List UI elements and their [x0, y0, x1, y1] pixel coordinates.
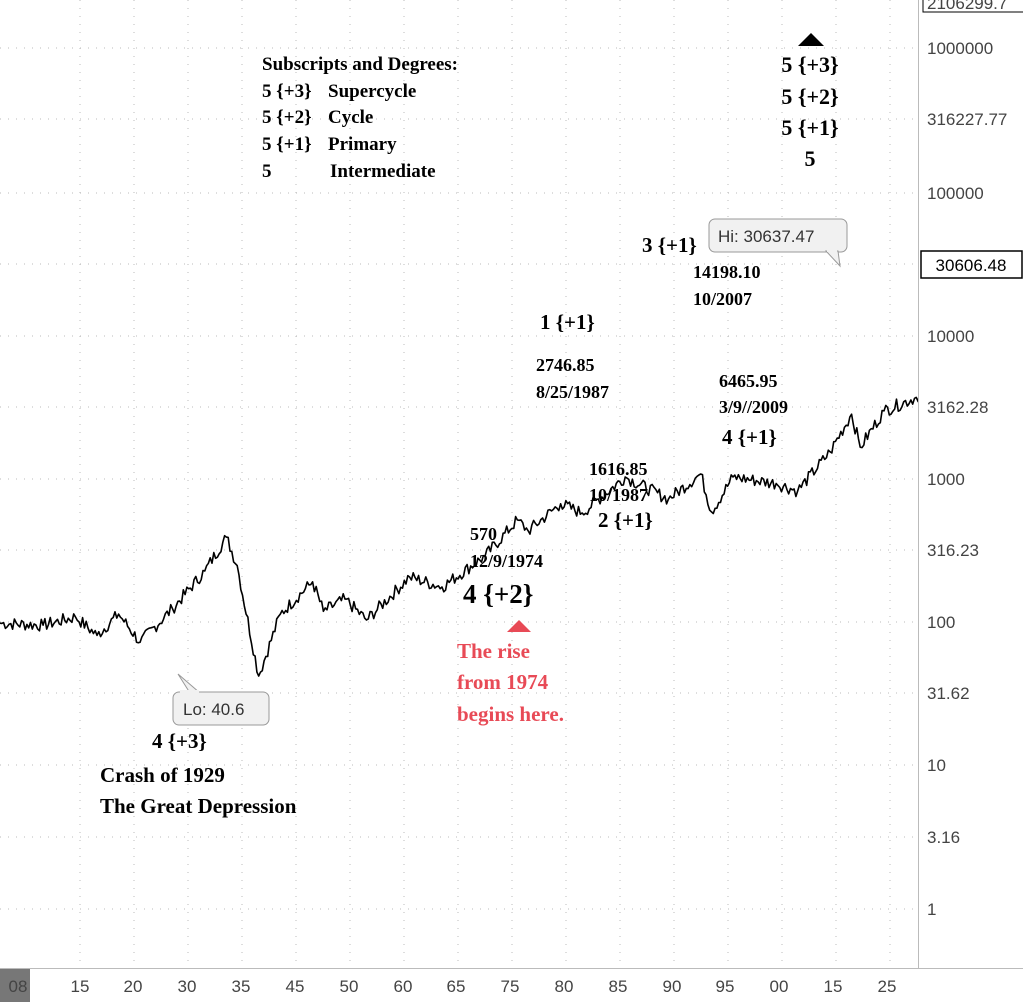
y-tick-label: 10000 [927, 327, 974, 346]
date-1987: 8/25/1987 [536, 382, 609, 402]
x-tick-label: 95 [716, 977, 735, 996]
y-tick-label: 316227.77 [927, 110, 1007, 129]
value-1987: 2746.85 [536, 355, 595, 375]
legend-name-2: Cycle [328, 107, 373, 128]
value-1974: 570 [470, 524, 497, 544]
x-tick-label: 65 [447, 977, 466, 996]
low-callout: Lo: 40.6 [172, 673, 270, 726]
legend-code-2: 5 {+2} [262, 107, 312, 128]
wave-4-supercycle-label: 4 {+3} [152, 729, 207, 753]
y-tick-label: 2106299.7 [927, 0, 1007, 13]
x-tick-label: 15 [71, 977, 90, 996]
time-axis-start-marker [0, 969, 30, 1002]
date-oct-1987: 10/1987 [589, 485, 648, 505]
price-series-line [0, 396, 918, 677]
wave-4-cycle-label: 4 {+2} [463, 579, 533, 609]
target-wave-labels: 5 {+3} 5 {+2} 5 {+1} 5 [781, 33, 839, 171]
y-tick-label: 1 [927, 900, 936, 919]
current-price-marker: 30606.48 [920, 250, 1023, 279]
x-tick-label: 20 [124, 977, 143, 996]
x-tick-label: 60 [394, 977, 413, 996]
x-tick-label: 75 [501, 977, 520, 996]
legend-name-4: Intermediate [330, 161, 436, 182]
x-tick-label: 15 [824, 977, 843, 996]
crash-label-1: Crash of 1929 [100, 763, 225, 787]
top-price-box [922, 0, 1023, 13]
degree-legend: Subscripts and Degrees: 5 {+3} Supercycl… [262, 54, 458, 182]
grid-lines [0, 0, 918, 968]
price-chart: Subscripts and Degrees: 5 {+3} Supercycl… [0, 0, 918, 968]
up-arrow-icon [798, 33, 824, 46]
legend-code-1: 5 {+3} [262, 81, 312, 102]
x-tick-label: 30 [178, 977, 197, 996]
y-tick-label: 3162.28 [927, 398, 988, 417]
rise-note-line-2: from 1974 [457, 670, 549, 694]
high-callout: Hi: 30637.47 [708, 218, 848, 268]
legend-name-3: Primary [328, 134, 397, 155]
x-tick-label: 50 [340, 977, 359, 996]
y-tick-label: 10 [927, 756, 946, 775]
x-tick-label: 45 [286, 977, 305, 996]
y-tick-label: 100000 [927, 184, 984, 203]
wave-4-primary-label: 4 {+1} [722, 425, 777, 449]
legend-title: Subscripts and Degrees: [262, 54, 458, 75]
crash-label-2: The Great Depression [100, 794, 297, 818]
wave-5-supercycle: 5 {+3} [781, 52, 838, 77]
wave-1-label: 1 {+1} [540, 310, 595, 334]
high-value: Hi: 30637.47 [718, 227, 814, 246]
wave-3-label: 3 {+1} [642, 233, 697, 257]
price-axis[interactable]: 2106299.7 1000000 316227.77 100000 10000 3162… [918, 0, 1023, 968]
x-tick-label: 00 [770, 977, 789, 996]
red-up-arrow-icon [507, 620, 531, 632]
wave-2-label: 2 {+1} [598, 508, 653, 532]
value-2009: 6465.95 [719, 371, 778, 391]
legend-name-1: Supercycle [328, 81, 416, 102]
y-tick-label: 316.23 [927, 541, 979, 560]
x-tick-label: 08 [9, 977, 28, 996]
time-axis[interactable]: 08 15 20 30 35 45 50 60 65 75 80 85 90 95 00 15 25 [0, 968, 1023, 1002]
value-oct-1987: 1616.85 [589, 459, 648, 479]
x-tick-label: 80 [555, 977, 574, 996]
y-tick-label: 1000 [927, 470, 965, 489]
price-axis-labels: 2106299.7 1000000 316227.77 100000 10000 3162… [920, 0, 1023, 919]
y-tick-label: 31.62 [927, 684, 970, 703]
date-1974: 12/9/1974 [470, 551, 543, 571]
time-axis-labels: 08 15 20 30 35 45 50 60 65 75 80 85 90 95 00 15 25 [0, 969, 897, 1002]
low-value: Lo: 40.6 [183, 700, 244, 719]
wave-5-intermediate: 5 [805, 146, 816, 171]
chart-plot-area[interactable]: Subscripts and Degrees: 5 {+3} Supercycl… [0, 0, 918, 968]
value-2007: 14198.10 [693, 262, 761, 282]
x-tick-label: 25 [878, 977, 897, 996]
legend-code-4: 5 [262, 161, 272, 182]
x-tick-label: 90 [663, 977, 682, 996]
current-price-value: 30606.48 [936, 256, 1007, 275]
x-tick-label: 35 [232, 977, 251, 996]
wave-5-primary: 5 {+1} [781, 115, 838, 140]
y-tick-label: 3.16 [927, 828, 960, 847]
legend-code-3: 5 {+1} [262, 134, 312, 155]
y-tick-label: 1000000 [927, 39, 993, 58]
wave-5-cycle: 5 {+2} [781, 84, 838, 109]
x-tick-label: 85 [609, 977, 628, 996]
rise-note-line-3: begins here. [457, 702, 564, 726]
date-2009: 3/9//2009 [719, 397, 788, 417]
rise-note-line-1: The rise [457, 639, 530, 663]
date-2007: 10/2007 [693, 289, 752, 309]
y-tick-label: 100 [927, 613, 955, 632]
